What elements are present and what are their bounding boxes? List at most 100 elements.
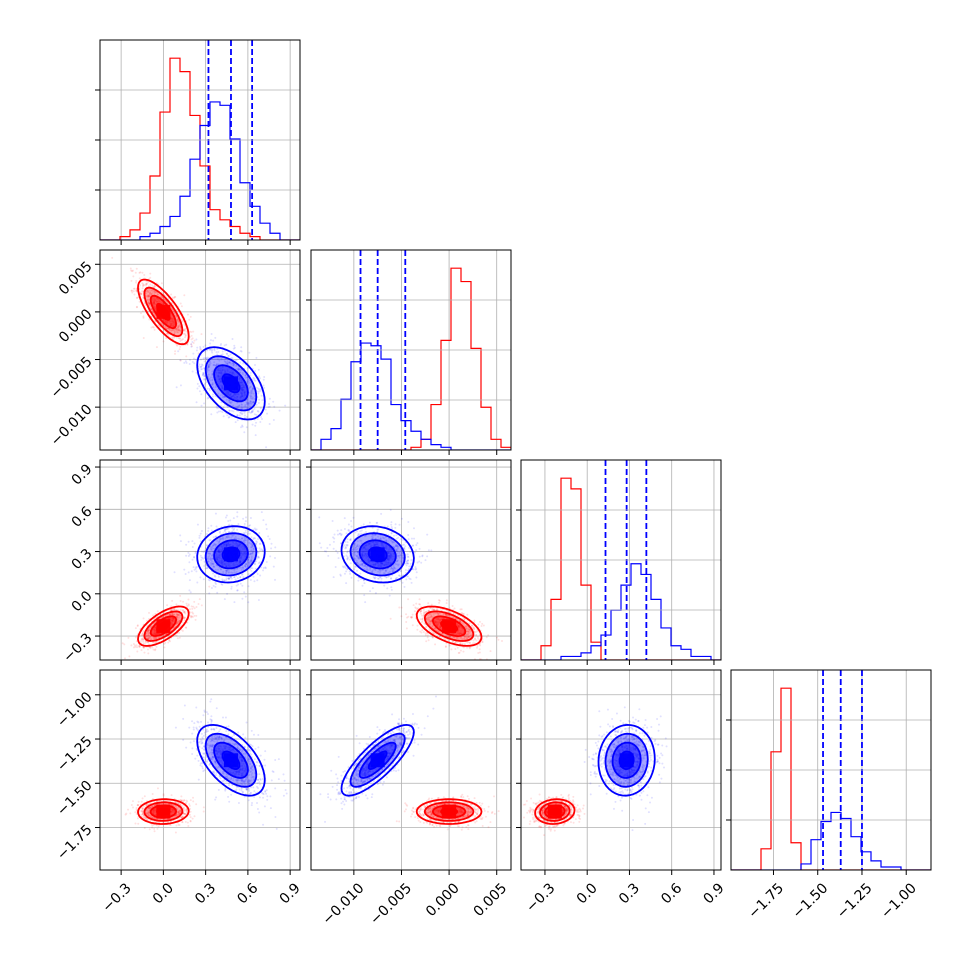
scatter-point <box>250 559 253 562</box>
scatter-point <box>253 527 256 530</box>
scatter-point <box>430 613 433 616</box>
scatter-point <box>251 551 254 554</box>
scatter-point <box>339 573 342 576</box>
scatter-point <box>147 280 150 283</box>
scatter-point <box>145 283 148 286</box>
scatter-point <box>167 327 170 330</box>
scatter-point <box>412 604 415 607</box>
scatter-point <box>207 396 210 399</box>
scatter-point <box>249 394 252 397</box>
scatter-point <box>249 553 252 556</box>
scatter-point <box>199 347 202 350</box>
scatter-point <box>251 396 254 399</box>
scatter-point <box>248 541 251 544</box>
scatter-point <box>171 613 174 616</box>
scatter-point <box>162 292 165 295</box>
scatter-point <box>189 614 192 617</box>
scatter-point <box>407 615 410 618</box>
scatter-point <box>200 363 203 366</box>
scatter-point <box>418 598 421 601</box>
scatter-point <box>142 283 145 286</box>
axes-frame <box>99 459 301 661</box>
scatter-point <box>199 532 202 535</box>
scatter-point <box>463 637 466 640</box>
scatter-point <box>258 390 261 393</box>
scatter-point <box>146 631 149 634</box>
scatter-point <box>208 554 211 557</box>
scatter-point <box>467 633 470 636</box>
scatter-point <box>193 600 196 603</box>
contour-line <box>143 286 184 338</box>
scatter-point <box>250 555 253 558</box>
scatter-point <box>467 635 470 638</box>
scatter-point <box>138 271 141 274</box>
scatter-point <box>171 328 174 331</box>
scatter-point <box>226 363 229 366</box>
scatter-point <box>236 405 239 408</box>
scatter-point <box>165 337 168 340</box>
scatter-point <box>458 620 461 623</box>
scatter-point <box>436 629 439 632</box>
scatter-point <box>432 608 435 611</box>
scatter-point <box>251 567 254 570</box>
scatter-point <box>231 527 234 530</box>
scatter-point <box>175 327 178 330</box>
scatter-point <box>140 292 143 295</box>
scatter-point <box>170 605 173 608</box>
scatter-point <box>191 611 194 614</box>
scatter-point <box>433 627 436 630</box>
scatter-point <box>130 289 133 292</box>
scatter-point <box>241 424 244 427</box>
scatter-point <box>473 619 476 622</box>
scatter-point <box>249 392 252 395</box>
scatter-point <box>244 374 247 377</box>
scatter-point <box>178 636 181 639</box>
scatter-point <box>144 284 147 287</box>
scatter-point <box>461 642 464 645</box>
scatter-point <box>424 632 427 635</box>
scatter-point <box>171 296 174 299</box>
scatter-point <box>222 415 225 418</box>
scatter-point <box>234 568 237 571</box>
scatter-point <box>250 401 253 404</box>
scatter-point <box>256 417 259 420</box>
scatter-point <box>148 318 151 321</box>
scatter-point <box>232 517 235 520</box>
scatter-point <box>142 638 145 641</box>
scatter-point <box>208 377 211 380</box>
scatter-point <box>249 374 252 377</box>
scatter-point <box>434 643 437 646</box>
scatter-point <box>183 611 186 614</box>
scatter-point <box>147 652 150 655</box>
scatter-point <box>252 392 255 395</box>
scatter-point <box>136 624 139 627</box>
scatter-point <box>250 402 253 405</box>
scatter-point <box>146 298 149 301</box>
scatter-point <box>252 387 255 390</box>
scatter-point <box>430 615 433 618</box>
scatter-point <box>258 377 261 380</box>
scatter-point <box>202 578 205 581</box>
scatter-point <box>210 524 213 527</box>
scatter-point <box>232 404 235 407</box>
scatter-point <box>250 559 253 562</box>
scatter-point <box>140 649 143 652</box>
scatter-point <box>237 405 240 408</box>
scatter-point <box>239 575 242 578</box>
scatter-point <box>153 291 156 294</box>
scatter-point <box>178 337 181 340</box>
scatter-point <box>211 351 214 354</box>
scatter-point <box>145 634 148 637</box>
scatter-point <box>153 290 156 293</box>
scatter-point <box>153 328 156 331</box>
scatter-point <box>252 550 255 553</box>
scatter-point <box>262 378 265 381</box>
panel-2-0: −0.30.00.30.60.9 <box>60 459 301 666</box>
scatter-point <box>140 292 143 295</box>
scatter-point <box>227 569 230 572</box>
scatter-point <box>202 357 205 360</box>
scatter-point <box>148 632 151 635</box>
scatter-point <box>135 644 138 647</box>
scatter-point <box>220 358 223 361</box>
scatter-point <box>227 571 230 574</box>
